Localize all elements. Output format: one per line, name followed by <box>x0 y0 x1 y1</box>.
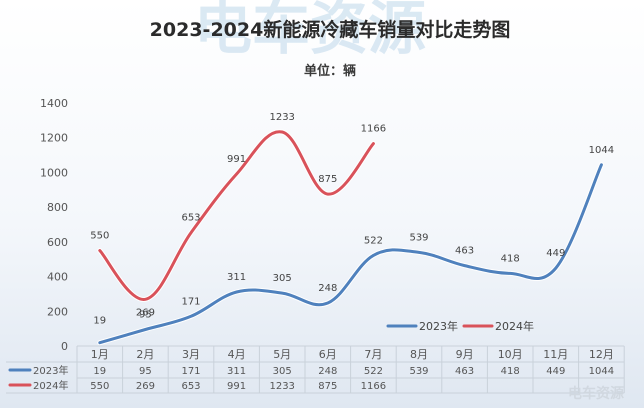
table-cell: 653 <box>181 381 200 392</box>
y-tick-label: 1400 <box>40 97 68 110</box>
table-cell: 248 <box>318 366 337 377</box>
gridlines: 0 200 400 600 800 1000 1200 1400 1月 2月 3月 4月 5月 6月 7月 8… <box>40 97 614 361</box>
table-cell: 269 <box>136 381 155 392</box>
table-cell: 311 <box>227 366 246 377</box>
table-cell: 522 <box>364 366 383 377</box>
corner-watermark: 电车资源 <box>568 385 624 402</box>
x-tick-label: 10月 <box>498 348 523 361</box>
table-cell: 418 <box>501 366 520 377</box>
watermark-text: 电车资源 <box>194 0 426 62</box>
x-tick-label: 4月 <box>228 348 246 361</box>
x-tick-label: 5月 <box>273 348 291 361</box>
table-series-name: 2024年 <box>33 379 68 392</box>
y-tick-label: 800 <box>47 201 68 214</box>
y-tick-label: 1200 <box>40 132 68 145</box>
series-line-halo <box>97 162 604 346</box>
y-tick-label: 400 <box>47 271 68 284</box>
x-tick-label: 12月 <box>589 348 614 361</box>
data-label-2024: 550 <box>90 231 109 242</box>
table-cell: 1044 <box>589 366 614 377</box>
data-label-2024: 653 <box>181 213 200 224</box>
data-label-2023: 449 <box>546 248 565 259</box>
x-tick-label: 7月 <box>364 348 382 361</box>
series-lines <box>97 129 604 346</box>
data-label-2024: 1233 <box>269 112 294 123</box>
data-label-2023: 305 <box>273 273 292 284</box>
data-label-2024: 875 <box>318 174 337 185</box>
data-label-2023: 1044 <box>589 145 614 156</box>
x-tick-label: 1月 <box>91 348 109 361</box>
x-tick-label: 6月 <box>319 348 337 361</box>
table-cell: 550 <box>90 381 109 392</box>
table-cell: 19 <box>93 366 106 377</box>
x-tick-label: 11月 <box>543 348 568 361</box>
x-tick-label: 2月 <box>136 348 154 361</box>
y-tick-label: 200 <box>47 305 68 318</box>
data-label-2023: 95 <box>139 310 152 321</box>
series-line <box>98 130 375 301</box>
series-line <box>98 163 603 345</box>
legend: 2023年 2024年 <box>386 319 534 333</box>
data-label-2023: 171 <box>181 296 200 307</box>
data-label-2023: 248 <box>318 283 337 294</box>
legend-label: 2024年 <box>495 319 534 333</box>
data-label-2024: 991 <box>227 154 246 165</box>
data-label-2023: 311 <box>227 272 246 283</box>
table-cell: 305 <box>273 366 292 377</box>
data-table: 2023年 19 95 171 311 305 248 522 539 463 418 449 1044… <box>6 345 625 394</box>
table-cell: 875 <box>318 381 337 392</box>
table-cell: 463 <box>455 366 474 377</box>
x-tick-label: 9月 <box>456 348 474 361</box>
data-label-2024: 269 <box>136 307 155 318</box>
table-cell: 449 <box>546 366 565 377</box>
table-cell: 1233 <box>269 381 294 392</box>
data-labels: 19 95 171 311 305 248 522 539 463 418 449 1044 550 26… <box>90 112 614 327</box>
chart-subtitle: 单位：辆 <box>304 63 356 79</box>
data-label-2023: 418 <box>501 253 520 264</box>
y-tick-label: 600 <box>47 236 68 249</box>
data-label-2023: 539 <box>409 232 428 243</box>
table-cell: 1166 <box>361 381 386 392</box>
data-label-2023: 522 <box>364 235 383 246</box>
x-tick-label: 8月 <box>410 348 428 361</box>
table-cell: 991 <box>227 381 246 392</box>
data-label-2023: 463 <box>455 246 474 257</box>
table-cell: 95 <box>139 366 152 377</box>
x-tick-label: 3月 <box>182 348 200 361</box>
data-label-2024: 1166 <box>361 124 386 135</box>
table-cell: 539 <box>409 366 428 377</box>
data-label-2023: 19 <box>93 316 106 327</box>
y-tick-label: 1000 <box>40 166 68 179</box>
y-tick-label: 0 <box>61 340 68 353</box>
table-cell: 171 <box>181 366 200 377</box>
table-series-name: 2023年 <box>33 364 68 377</box>
chart-title: 2023-2024新能源冷藏车销量对比走势图 <box>150 18 511 41</box>
legend-label: 2023年 <box>419 319 458 333</box>
